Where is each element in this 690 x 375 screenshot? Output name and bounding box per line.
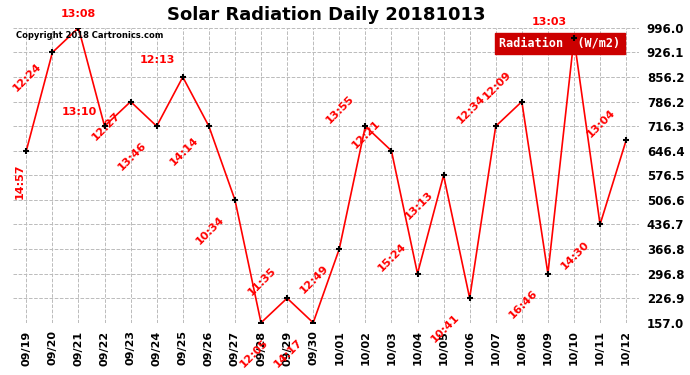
Point bbox=[229, 197, 240, 203]
Text: 13:55: 13:55 bbox=[324, 94, 356, 126]
Point bbox=[386, 148, 397, 154]
Text: 12:09: 12:09 bbox=[481, 69, 513, 101]
Text: 16:46: 16:46 bbox=[506, 288, 539, 320]
Point bbox=[359, 123, 371, 129]
Point bbox=[255, 320, 266, 326]
Text: 12:24: 12:24 bbox=[11, 62, 43, 94]
Text: 13:08: 13:08 bbox=[61, 9, 96, 19]
Point bbox=[21, 148, 32, 154]
Point bbox=[308, 320, 319, 326]
Point bbox=[464, 295, 475, 301]
Text: 10:34: 10:34 bbox=[194, 214, 226, 246]
Point bbox=[73, 25, 84, 31]
Title: Solar Radiation Daily 20181013: Solar Radiation Daily 20181013 bbox=[167, 6, 486, 24]
Text: 11:35: 11:35 bbox=[246, 266, 278, 297]
Text: 14:57: 14:57 bbox=[14, 164, 24, 199]
Text: Radiation  (W/m2): Radiation (W/m2) bbox=[500, 37, 620, 50]
Text: 14:14: 14:14 bbox=[168, 135, 200, 167]
Text: 13:04: 13:04 bbox=[585, 108, 617, 140]
Text: 12:27: 12:27 bbox=[90, 111, 121, 143]
Text: Copyright 2018 Cartronics.com: Copyright 2018 Cartronics.com bbox=[17, 31, 164, 40]
Point bbox=[125, 99, 136, 105]
Point bbox=[620, 137, 631, 143]
Text: 13:13: 13:13 bbox=[402, 190, 435, 222]
Text: 12:49: 12:49 bbox=[298, 263, 331, 296]
Text: 13:46: 13:46 bbox=[115, 141, 148, 173]
Point bbox=[438, 172, 449, 178]
Point bbox=[490, 123, 501, 129]
Text: 14:17: 14:17 bbox=[272, 337, 304, 369]
Point bbox=[412, 271, 423, 277]
Point bbox=[47, 50, 58, 55]
Text: 13:10: 13:10 bbox=[62, 107, 97, 117]
Point bbox=[516, 99, 527, 105]
Point bbox=[569, 35, 580, 41]
Point bbox=[204, 123, 215, 129]
Text: 13:03: 13:03 bbox=[531, 17, 566, 27]
Text: 12:05: 12:05 bbox=[238, 338, 270, 369]
Point bbox=[595, 222, 606, 228]
Text: 12:13: 12:13 bbox=[140, 56, 175, 65]
Text: 14:30: 14:30 bbox=[559, 239, 591, 271]
Point bbox=[542, 271, 553, 277]
Text: 12:34: 12:34 bbox=[455, 93, 487, 126]
Point bbox=[282, 295, 293, 301]
Text: 15:24: 15:24 bbox=[377, 241, 408, 273]
Point bbox=[99, 123, 110, 129]
Point bbox=[177, 74, 188, 80]
Text: 12:21: 12:21 bbox=[351, 118, 382, 150]
Text: 10:41: 10:41 bbox=[428, 313, 461, 345]
Point bbox=[334, 246, 345, 252]
Point bbox=[151, 123, 162, 129]
